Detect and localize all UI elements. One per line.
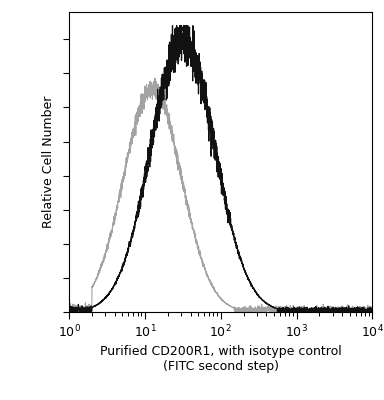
Y-axis label: Relative Cell Number: Relative Cell Number (41, 96, 55, 228)
X-axis label: Purified CD200R1, with isotype control
(FITC second step): Purified CD200R1, with isotype control (… (100, 344, 342, 372)
